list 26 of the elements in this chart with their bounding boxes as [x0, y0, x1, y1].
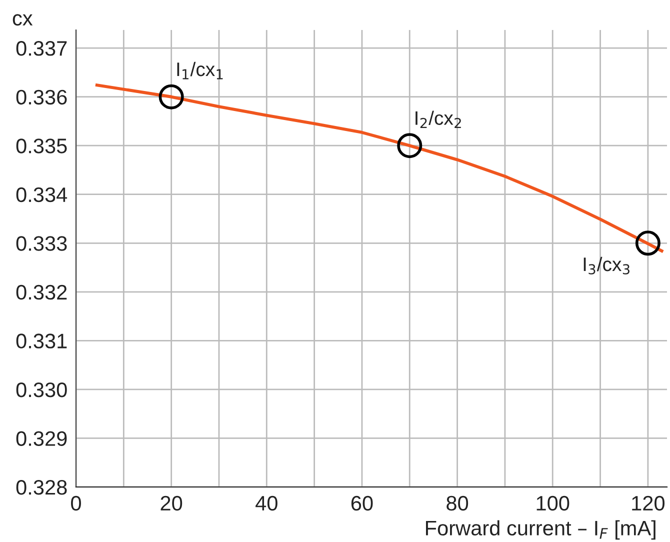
x-tick-label: 20 [160, 496, 182, 511]
x-tick-label: 40 [256, 496, 278, 511]
point [158, 84, 184, 110]
annotation: I$_{2}$/cx$_{2}$ [416, 110, 461, 128]
y-tick-label: 0.332 [16, 284, 67, 300]
x-tick-label: 80 [446, 496, 468, 511]
x-tick-label: 0 [71, 496, 81, 511]
x-tick-label: 100 [536, 496, 570, 511]
y-tick-label: 0.331 [16, 334, 67, 348]
line-series [95, 84, 664, 252]
y-tick-label: 0.329 [16, 431, 67, 446]
y-tick-label: 0.328 [16, 480, 67, 495]
y-tick-label: 0.333 [16, 236, 67, 251]
y-tick-label: 0.335 [16, 138, 67, 154]
point [397, 133, 422, 158]
annotation: I$_{3}$/cx$_{3}$ [584, 256, 630, 274]
y-axis-title: cx [12, 14, 33, 26]
annotation: I$_{1}$/cx$_{1}$ [177, 62, 223, 80]
y-tick-label: 0.334 [16, 187, 68, 202]
y-tick-label: 0.330 [16, 382, 67, 398]
y-tick-label: 0.337 [16, 41, 67, 56]
x-tick-label: 120 [632, 496, 664, 511]
point [635, 230, 660, 256]
x-axis-title: Forward current – I$_{F}$ [mA] [426, 520, 656, 540]
x-tick-label: 60 [351, 496, 373, 511]
y-tick-label: 0.336 [16, 90, 67, 105]
